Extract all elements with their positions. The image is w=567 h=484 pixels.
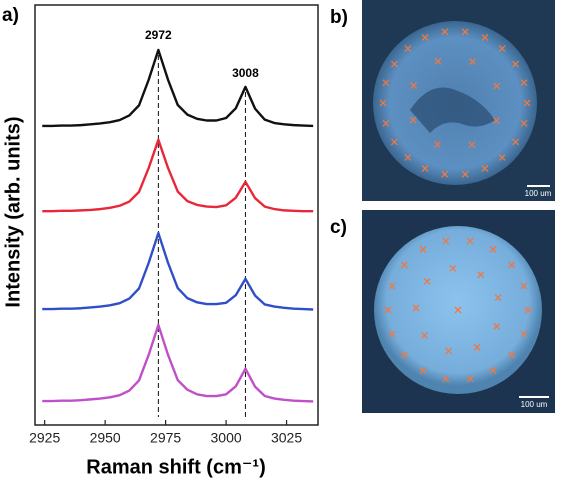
measure-marker <box>520 119 528 127</box>
measure-marker <box>466 237 474 245</box>
measure-marker <box>489 245 497 253</box>
scale-bar-label: 100 um <box>525 189 552 198</box>
measure-marker <box>481 34 489 41</box>
spectrum-line <box>42 323 314 403</box>
measure-marker <box>523 99 531 107</box>
measure-marker <box>524 306 532 314</box>
measure-marker <box>477 271 485 279</box>
measure-marker <box>473 343 481 351</box>
measure-marker <box>410 82 418 89</box>
peak-label: 2972 <box>145 28 172 42</box>
measure-marker <box>449 264 457 272</box>
measure-marker <box>508 261 516 269</box>
measure-marker <box>404 45 412 53</box>
pore <box>410 87 495 133</box>
panel-label: b) <box>330 7 348 28</box>
measure-marker <box>412 304 420 312</box>
measure-marker <box>512 60 520 68</box>
measure-marker <box>481 165 489 172</box>
x-tick-label: 2950 <box>90 430 121 446</box>
measure-marker <box>390 60 398 68</box>
measure-marker <box>384 306 392 314</box>
measure-marker <box>434 140 441 148</box>
measure-marker <box>423 277 431 285</box>
measure-marker <box>454 306 462 314</box>
spectrum-line <box>42 138 314 213</box>
measure-marker <box>498 153 506 161</box>
measure-marker <box>400 351 408 359</box>
measure-marker <box>469 58 476 66</box>
measure-marker <box>388 330 396 338</box>
measure-marker <box>520 282 528 290</box>
measure-marker <box>409 116 417 124</box>
measure-marker <box>520 79 528 87</box>
measure-marker <box>421 165 429 172</box>
plot-frame <box>34 4 319 426</box>
measure-marker <box>421 331 428 339</box>
measure-marker <box>489 367 497 375</box>
x-tick-label: 2975 <box>150 430 181 446</box>
measure-marker <box>520 330 528 338</box>
measure-marker <box>379 99 387 107</box>
measure-marker <box>382 79 390 87</box>
measure-marker <box>512 138 520 146</box>
measure-marker <box>434 57 442 65</box>
measure-marker <box>492 117 500 124</box>
measure-marker <box>382 119 390 127</box>
peak-label: 3008 <box>232 66 259 80</box>
spectrum-line <box>42 48 314 128</box>
measure-marker <box>404 153 412 161</box>
measure-marker <box>445 347 453 355</box>
measure-marker <box>388 282 396 290</box>
measure-marker <box>468 141 476 149</box>
measure-marker <box>442 375 450 383</box>
measure-marker <box>441 170 449 178</box>
measure-marker <box>461 170 469 178</box>
measure-marker <box>419 245 427 253</box>
measure-marker <box>493 322 501 330</box>
measure-marker <box>421 34 429 41</box>
x-tick-label: 3025 <box>271 430 302 446</box>
measure-marker <box>400 261 408 269</box>
measure-marker <box>493 82 501 90</box>
measure-marker <box>442 237 450 245</box>
x-tick-label: 3000 <box>211 430 242 446</box>
measure-marker <box>508 351 516 359</box>
measure-marker <box>390 138 398 146</box>
panel-label: c) <box>330 217 347 238</box>
panel-label: a) <box>2 5 19 26</box>
spectrum-line <box>42 231 314 311</box>
measure-marker <box>419 367 427 375</box>
scale-bar-label: 100 um <box>521 400 548 409</box>
measure-marker <box>466 375 474 383</box>
measure-marker <box>494 294 502 302</box>
x-tick-label: 2925 <box>29 430 60 446</box>
measure-marker <box>461 28 469 36</box>
y-axis-label: Intensity (arb. units) <box>2 116 24 307</box>
measure-marker <box>441 28 449 36</box>
measure-marker <box>498 45 506 53</box>
x-axis-label: Raman shift (cm⁻¹) <box>86 456 265 478</box>
